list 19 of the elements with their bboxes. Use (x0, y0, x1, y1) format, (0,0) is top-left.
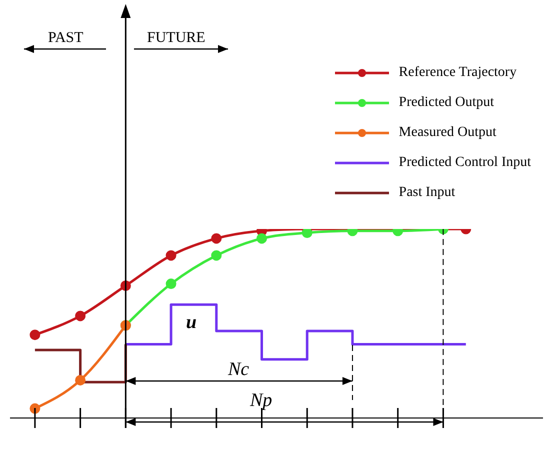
point (256, 233, 268, 244)
point (302, 229, 312, 238)
point (211, 233, 222, 244)
legend-label: Reference Trajectory (398, 65, 517, 81)
point (30, 330, 40, 340)
point (75, 374, 86, 386)
point (166, 278, 176, 290)
point (211, 250, 222, 261)
text: FUTURE (147, 30, 206, 46)
legend-label: Predicted Control Input (398, 155, 531, 171)
annotation: Nc (227, 359, 250, 380)
legend-label: Past Input (398, 185, 456, 201)
text: PAST (48, 30, 84, 46)
annotation: u (186, 312, 197, 333)
legend-label: Measured Output (398, 125, 496, 141)
point (166, 250, 176, 261)
annotation: Np (249, 390, 272, 411)
point (75, 310, 86, 322)
legend-label: Predicted Output (398, 95, 494, 111)
